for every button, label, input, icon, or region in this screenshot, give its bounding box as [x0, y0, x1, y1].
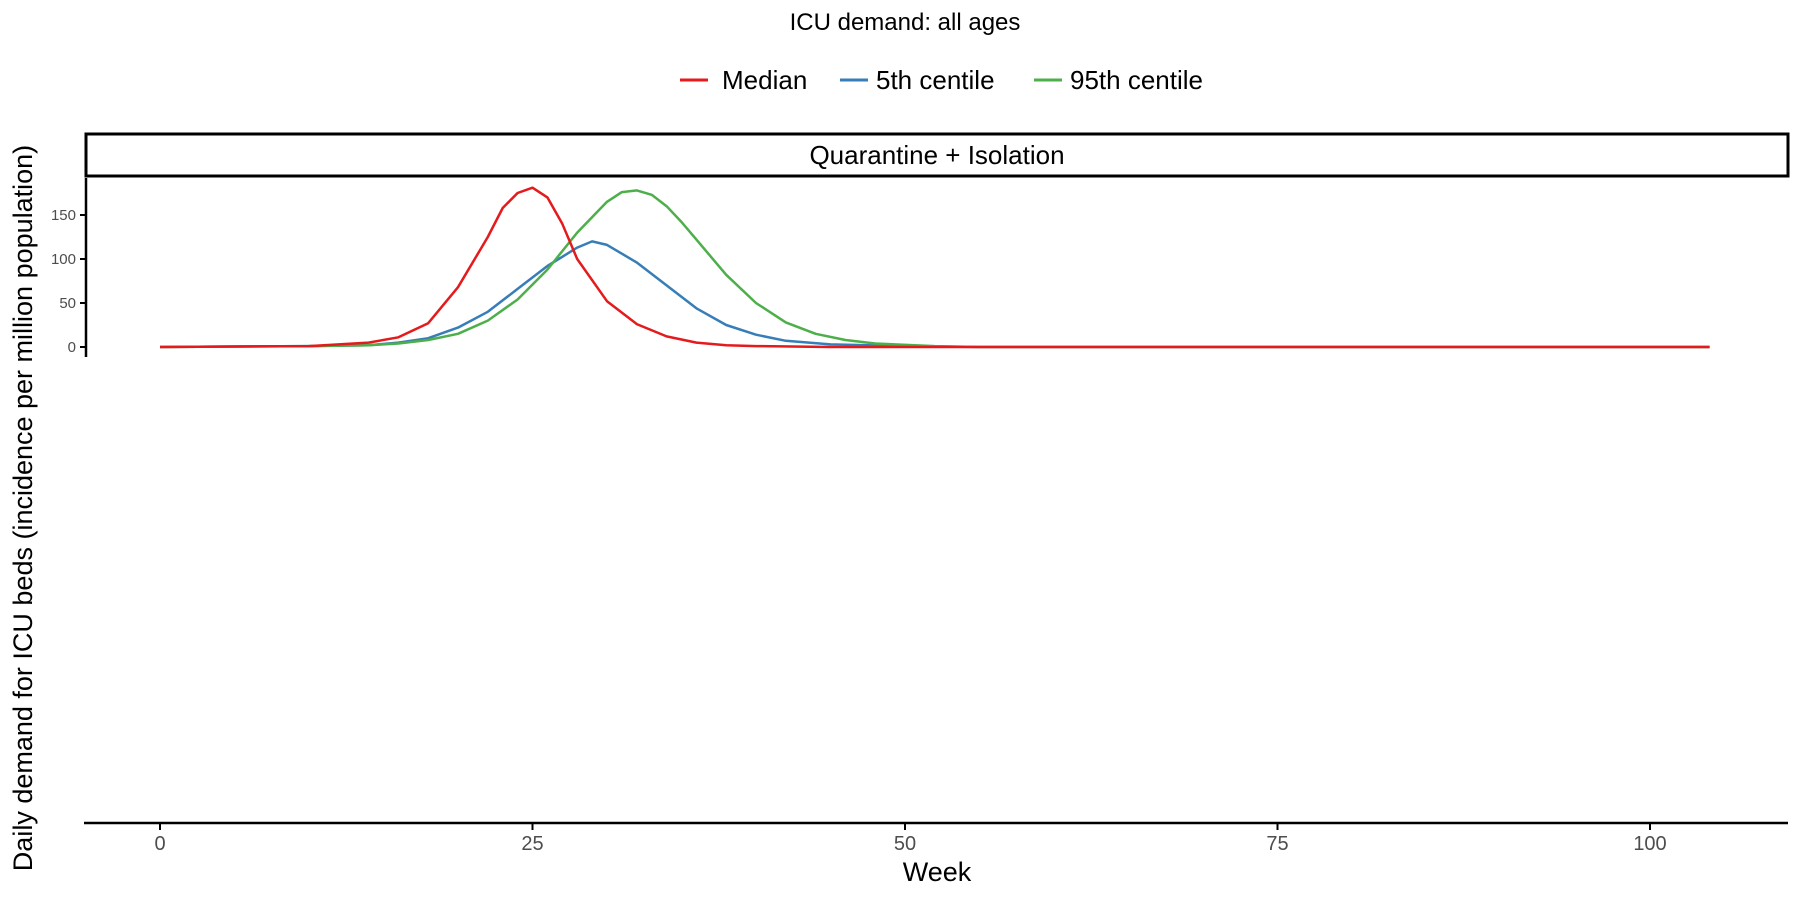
y-tick-label-150: 150: [51, 207, 76, 224]
legend-label-median: Median: [722, 65, 807, 95]
y-tick-label-50: 50: [59, 295, 76, 312]
legend-label-95th-centile: 95th centile: [1070, 65, 1203, 95]
series-line-95th-centile: [159, 189, 1710, 349]
facet-strip-box: [84, 132, 1790, 178]
legend-label-5th-centile: 5th centile: [876, 65, 995, 95]
legend: Median 5th centile 95th centile: [680, 65, 1203, 95]
series-line-5th-centile: [159, 240, 1710, 349]
facet-strip: Quarantine + Isolation: [84, 132, 1790, 178]
plot-area: [159, 186, 1710, 349]
x-tick-label-50: 50: [894, 833, 916, 855]
facet-strip-label: Quarantine + Isolation: [809, 140, 1064, 170]
x-axis: 0 25 50 75 100: [84, 821, 1788, 855]
y-axis-title: Daily demand for ICU beds (incidence per…: [8, 145, 38, 871]
y-axis: 0 50 100 150: [51, 178, 88, 357]
x-tick-label-25: 25: [521, 833, 543, 855]
y-tick-label-0: 0: [68, 339, 76, 356]
x-tick-label-75: 75: [1266, 833, 1288, 855]
y-tick-label-100: 100: [51, 251, 76, 268]
x-tick-label-0: 0: [154, 833, 165, 855]
series-line-median: [159, 186, 1710, 349]
chart-title: ICU demand: all ages: [790, 9, 1021, 36]
x-tick-label-100: 100: [1633, 833, 1666, 855]
x-axis-title: Week: [903, 857, 972, 887]
